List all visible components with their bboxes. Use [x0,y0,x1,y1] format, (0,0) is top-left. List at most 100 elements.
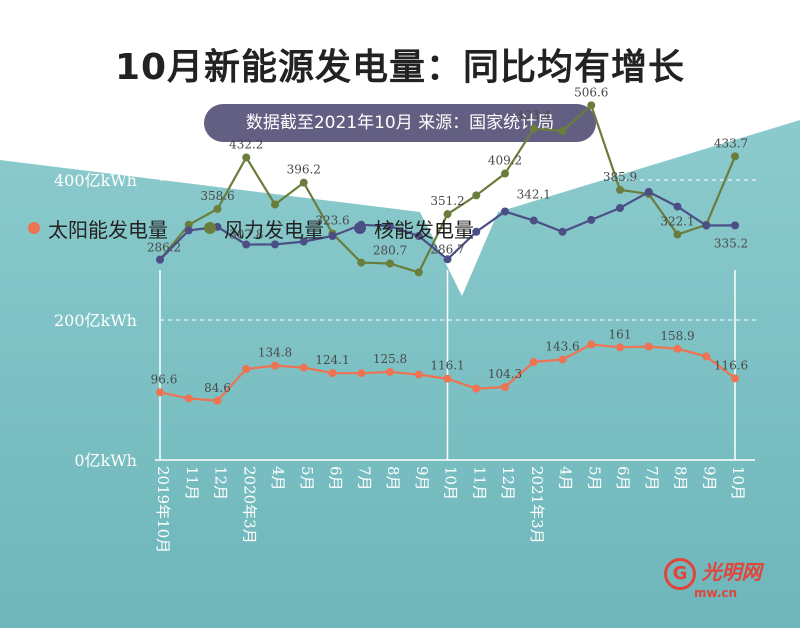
data-point [328,369,337,378]
data-point [213,204,222,213]
data-point [213,396,222,405]
x-tick-label: 5月 [585,466,603,491]
data-point [357,369,366,378]
data-point [529,216,538,225]
data-point [673,230,682,239]
data-point [242,365,251,373]
data-point [299,237,308,246]
data-point [386,222,394,231]
data-point [328,232,337,240]
data-point [443,210,452,219]
data-point [616,204,624,212]
data-label: 385.9 [603,170,637,184]
data-label: 307.8 [229,228,263,242]
x-tick-label: 8月 [672,466,690,491]
x-tick-label: 6月 [614,466,632,491]
legend-solar-dot [28,222,40,234]
data-label: 158.9 [660,329,694,343]
y-tick-label: 200亿kWh [54,311,137,330]
watermark-letter: G [664,558,696,590]
data-point [156,388,164,397]
x-tick-label: 11月 [183,466,201,500]
data-point [271,361,279,370]
data-point [587,340,596,349]
data-label: 280.7 [373,244,407,258]
data-point [271,240,279,249]
data-label: 161 [609,327,632,341]
data-point [558,227,567,236]
data-label: 506.6 [574,85,608,99]
x-tick-label: 10月 [729,466,747,500]
x-tick-label: 7月 [355,466,373,491]
x-tick-label: 10月 [442,466,460,500]
x-tick-label: 12月 [212,466,230,500]
data-point [673,202,682,211]
data-point [644,187,653,196]
data-point [529,124,538,133]
data-label: 124.1 [315,353,349,367]
page-title: 10月新能源发电量：同比均有增长 [114,47,686,88]
x-axis-ticks: 2019年10月 11月 12月 2020年3月 4月 5月 6月 7月 8月 9月 10月 11月 1… [154,466,747,553]
data-label: 96.6 [151,372,178,386]
data-point [731,152,739,161]
data-label: 286.2 [147,241,181,255]
data-point [731,374,739,383]
x-tick-label: 2019年10月 [154,466,172,553]
legend-solar: 太阳能发电量 [28,214,168,242]
data-labels: 96.6 84.6 134.8 124.1 125.8 116.1 104.3 143.6 16… [147,85,748,394]
data-label: 116.6 [714,358,748,372]
x-tick-label: 4月 [557,466,575,491]
data-point [587,101,596,110]
data-label: 351.2 [430,194,464,208]
data-point [558,127,567,135]
data-point [501,169,509,178]
y-axis-ticks: 0亿kWh 200亿kWh 400亿kWh [54,171,137,470]
data-point [673,344,682,353]
data-point [184,394,193,403]
data-point [386,367,394,376]
data-label: 116.1 [430,359,464,373]
data-point [644,342,653,351]
data-point [587,215,596,224]
data-point [443,374,452,383]
data-point [386,259,394,268]
data-point [472,191,481,200]
data-point [184,226,193,235]
data-point [414,268,423,277]
data-label: 143.6 [545,339,579,353]
data-label: 104.3 [488,367,522,381]
chart-background [0,120,800,628]
data-point [702,352,711,361]
data-label: 342.1 [517,188,551,202]
x-tick-label: 2021年3月 [528,466,546,544]
data-label: 84.6 [204,381,231,395]
x-tick-label: 2020年3月 [240,466,258,544]
x-tick-label: 5月 [298,466,316,491]
data-label: 322.1 [660,215,694,229]
data-point [702,221,711,230]
x-tick-label: 9月 [413,466,431,491]
legend-nuclear: 核能发电量 [354,214,474,242]
x-tick-label: 11月 [470,466,488,500]
data-label: 286.7 [430,242,464,256]
data-point [414,370,423,379]
data-label: 323.6 [315,213,349,227]
data-point [242,153,251,162]
data-point [414,232,423,240]
data-point [616,343,624,352]
data-point [299,178,308,187]
data-label: 396.2 [287,163,321,177]
data-point [558,355,567,364]
legend-wind-label: 风力发电量 [224,217,324,242]
data-point [501,382,509,391]
data-point [242,240,251,249]
data-point [443,255,452,264]
data-point [472,227,481,236]
data-label: 433.7 [714,136,748,150]
x-tick-label: 12月 [499,466,517,500]
data-point [156,255,164,264]
data-point [731,221,739,230]
data-point [616,185,624,194]
data-point [501,207,509,216]
